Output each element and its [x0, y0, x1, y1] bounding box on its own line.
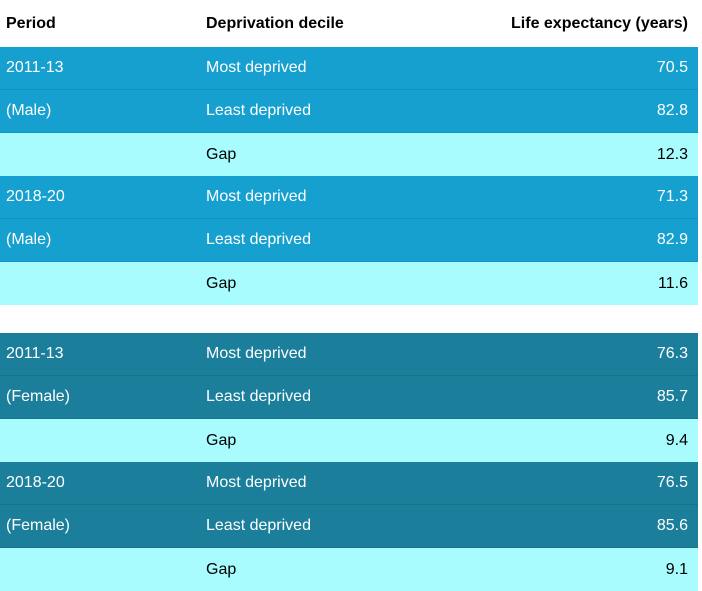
cell-value: 12.3	[656, 145, 688, 163]
cell-value: 76.5	[656, 474, 688, 491]
cell-value: 71.3	[656, 188, 688, 205]
cell-decile: Most deprived	[206, 59, 307, 76]
header-decile: Deprivation decile	[206, 14, 344, 32]
cell-value: 82.9	[656, 231, 688, 248]
cell-decile: Least deprived	[206, 517, 311, 534]
cell-period: (Male)	[6, 102, 52, 119]
cell-period: 2011-13	[6, 345, 64, 362]
cell-decile: Least deprived	[206, 388, 311, 405]
cell-period: 2018-20	[6, 188, 65, 205]
cell-period: (Female)	[6, 517, 71, 534]
section-spacer	[0, 305, 698, 333]
header-period: Period	[6, 14, 56, 32]
table-row: 2011-13 Most deprived 76.3	[0, 333, 698, 376]
cell-value: 70.5	[656, 59, 688, 76]
cell-decile: Most deprived	[206, 345, 307, 362]
cell-value: 85.7	[656, 388, 688, 405]
cell-value: 11.6	[658, 274, 688, 292]
table-row-gap: Gap 11.6	[0, 262, 698, 305]
cell-period: (Female)	[6, 388, 71, 405]
cell-decile: Gap	[206, 274, 237, 292]
cell-decile: Most deprived	[206, 474, 307, 491]
cell-decile: Least deprived	[206, 102, 311, 119]
cell-period: 2011-13	[6, 59, 64, 76]
cell-decile: Least deprived	[206, 231, 311, 248]
cell-decile: Gap	[206, 431, 237, 449]
cell-decile: Gap	[206, 145, 237, 163]
table-row: (Female) Least deprived 85.7	[0, 376, 698, 419]
table-row: 2018-20 Most deprived 76.5	[0, 462, 698, 505]
table-row: (Male) Least deprived 82.8	[0, 90, 698, 133]
cell-value: 76.3	[656, 345, 688, 362]
cell-period: (Male)	[6, 231, 52, 248]
table-row-gap: Gap 9.4	[0, 419, 698, 462]
cell-decile: Most deprived	[206, 188, 307, 205]
cell-value: 85.6	[656, 517, 688, 534]
table-row-gap: Gap 9.1	[0, 548, 698, 591]
header-life-expectancy: Life expectancy (years)	[511, 14, 688, 32]
cell-decile: Gap	[206, 560, 237, 578]
cell-period: 2018-20	[6, 474, 65, 491]
cell-value: 9.4	[665, 431, 688, 449]
cell-value: 82.8	[656, 102, 688, 119]
cell-value: 9.1	[665, 560, 688, 578]
table-row: 2018-20 Most deprived 71.3	[0, 176, 698, 219]
table-row: (Male) Least deprived 82.9	[0, 219, 698, 262]
table-row-gap: Gap 12.3	[0, 133, 698, 176]
table-row: 2011-13 Most deprived 70.5	[0, 47, 698, 90]
table-row: (Female) Least deprived 85.6	[0, 505, 698, 548]
table-header: Period Deprivation decile Life expectanc…	[0, 0, 698, 47]
